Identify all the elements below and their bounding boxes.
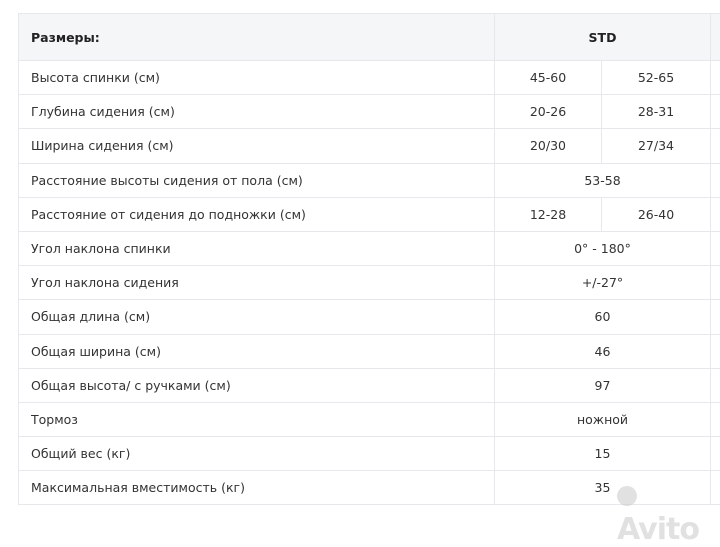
row-extra <box>711 368 720 402</box>
row-extra <box>711 95 720 129</box>
row-extra <box>711 163 720 197</box>
row-value: 60 <box>495 300 711 334</box>
row-extra <box>711 197 720 231</box>
row-label: Высота спинки (см) <box>19 61 495 95</box>
row-extra <box>711 334 720 368</box>
table-row: Общая высота/ с ручками (см)97 <box>19 368 720 402</box>
row-extra <box>711 402 720 436</box>
row-value: ножной <box>495 402 711 436</box>
row-label: Угол наклона спинки <box>19 231 495 265</box>
row-value: 97 <box>495 368 711 402</box>
row-value-a: 45-60 <box>495 61 602 95</box>
row-label: Общая ширина (см) <box>19 334 495 368</box>
row-extra <box>711 61 720 95</box>
row-label: Расстояние высоты сидения от пола (см) <box>19 163 495 197</box>
row-label: Общий вес (кг) <box>19 437 495 471</box>
row-value-b: 27/34 <box>602 129 711 163</box>
table-row: Расстояние высоты сидения от пола (см)53… <box>19 163 720 197</box>
table-row: Угол наклона сидения+/-27° <box>19 266 720 300</box>
row-value: 46 <box>495 334 711 368</box>
row-value-a: 20-26 <box>495 95 602 129</box>
row-value-a: 20/30 <box>495 129 602 163</box>
row-extra <box>711 266 720 300</box>
row-label: Ширина сидения (см) <box>19 129 495 163</box>
row-extra <box>711 231 720 265</box>
row-label: Угол наклона сидения <box>19 266 495 300</box>
row-label: Общая высота/ с ручками (см) <box>19 368 495 402</box>
row-extra <box>711 129 720 163</box>
row-value: 15 <box>495 437 711 471</box>
row-label: Общая длина (см) <box>19 300 495 334</box>
row-value: 0° - 180° <box>495 231 711 265</box>
table-row: Общий вес (кг)15 <box>19 437 720 471</box>
table-row: Общая длина (см)60 <box>19 300 720 334</box>
row-value-b: 26-40 <box>602 197 711 231</box>
table-row: Общая ширина (см)46 <box>19 334 720 368</box>
header-std: STD <box>495 14 711 61</box>
header-extra <box>711 14 720 61</box>
row-value: 53-58 <box>495 163 711 197</box>
row-label: Глубина сидения (см) <box>19 95 495 129</box>
header-label: Размеры: <box>19 14 495 61</box>
avito-logo-icon <box>617 486 637 506</box>
row-label: Расстояние от сидения до подножки (см) <box>19 197 495 231</box>
table-header-row: Размеры: STD <box>19 14 720 61</box>
row-value-b: 52-65 <box>602 61 711 95</box>
row-value-b: 28-31 <box>602 95 711 129</box>
row-label: Максимальная вместимость (кг) <box>19 471 495 505</box>
avito-watermark: Avito <box>617 477 720 547</box>
row-label: Тормоз <box>19 402 495 436</box>
table-row: Расстояние от сидения до подножки (см)12… <box>19 197 720 231</box>
table-row: Максимальная вместимость (кг)35 <box>19 471 720 505</box>
row-value-a: 12-28 <box>495 197 602 231</box>
row-value: +/-27° <box>495 266 711 300</box>
row-extra <box>711 437 720 471</box>
row-extra <box>711 300 720 334</box>
